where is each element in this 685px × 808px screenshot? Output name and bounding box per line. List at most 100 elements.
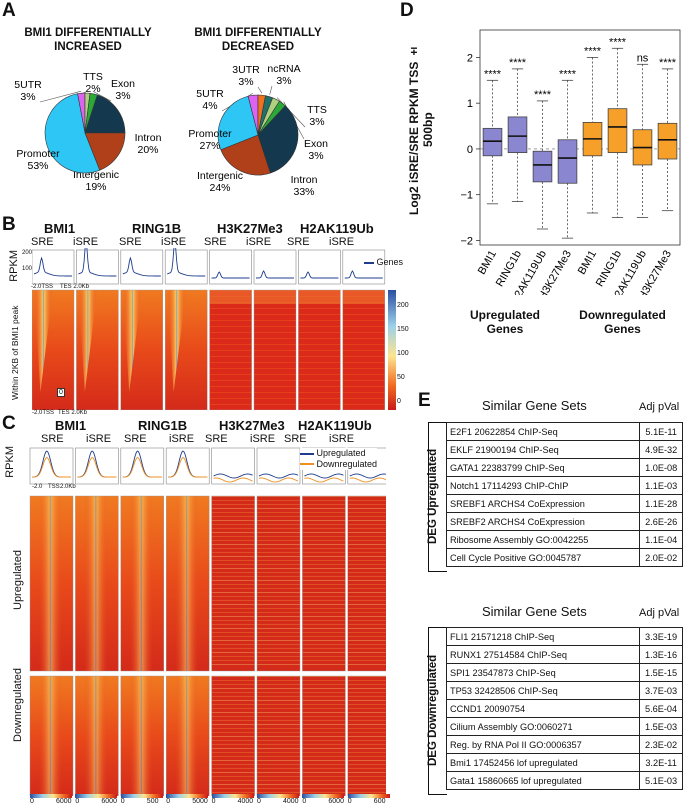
b-cond-sre-3: SRE <box>287 236 310 248</box>
b-heatmap-stripe-7-9 <box>342 344 385 345</box>
pie-decreased-leader-3utr <box>257 86 263 94</box>
up-row: Notch1 17114293 ChIP-ChIP 1.1E-03 <box>445 476 683 495</box>
c-heatmap-core-1-2 <box>129 676 154 796</box>
c-heatmap-stripe-0-4-33 <box>211 628 255 629</box>
b-heatmap-stripe-7-4 <box>342 314 385 315</box>
c-heatmap-stripe-1-4-9 <box>211 712 255 713</box>
b-heatmap-stripe-7-8 <box>342 338 385 339</box>
b-heatmap-stripe-4-14 <box>209 374 252 375</box>
c-heatmap-stripe-0-6-13 <box>302 548 346 549</box>
c-heatmap-stripe-0-6-26 <box>302 600 346 601</box>
b-heatmap-stripe-5-11 <box>254 356 296 357</box>
b-legend: Genes <box>364 257 403 267</box>
c-heatmap-stripe-0-4-36 <box>211 640 255 641</box>
c-heatmap-stripe-0-6-33 <box>302 628 346 629</box>
up-row: GATA1 22383799 ChIP-Seq 1.0E-08 <box>445 458 683 477</box>
c-heatmap-stripe-0-5-17 <box>257 564 300 565</box>
c-heatmap-stripe-1-6-20 <box>302 756 346 757</box>
c-heatmap-stripe-1-7-13 <box>347 728 386 729</box>
d-ytick-label-2: 0 <box>467 144 473 156</box>
c-heatmap-stripe-1-5-27 <box>257 784 300 785</box>
down-pval: 3.7E-03 <box>639 681 683 700</box>
b-heatmap-stripe-6-17 <box>298 392 341 393</box>
c-heatmap-stripe-0-7-6 <box>347 520 386 521</box>
down-name: CCND1 20090754 <box>445 699 641 718</box>
c-heatmap-stripe-0-7-34 <box>347 632 386 633</box>
c-heatmap-stripe-1-6-28 <box>302 788 346 789</box>
b-heatmap-stripe-4-5 <box>209 320 252 321</box>
c-legend: Upregulated Downregulated <box>300 448 378 470</box>
c-row-up-label: Upregulated <box>12 550 24 610</box>
up-row: Ribosome Assembly GO:0042255 1.1E-04 <box>445 530 683 549</box>
c-heatmap-stripe-0-5-42 <box>257 664 300 665</box>
d-group-down: Downregulated Genes <box>579 308 666 336</box>
c-scale-bar-2 <box>120 794 163 798</box>
c-heatmap-stripe-0-4-22 <box>211 584 255 585</box>
b-side-label: Within 2KB of BMI1 peak <box>10 305 20 401</box>
c-heatmap-stripe-0-7-13 <box>347 548 386 549</box>
c-heatmap-stripe-0-6-2 <box>302 504 346 505</box>
c-heatmap-stripe-1-4-1 <box>211 680 255 681</box>
c-heatmap-stripe-1-6-11 <box>302 720 346 721</box>
panel-b-graphics <box>32 248 386 410</box>
pie-increased-label-tts: TTS 2% <box>83 71 103 95</box>
c-heatmap-stripe-0-6-22 <box>302 584 346 585</box>
c-heatmap-stripe-0-7-16 <box>347 560 386 561</box>
b-heatmap-stripe-6-11 <box>298 356 341 357</box>
b-heatmap-frame-3 <box>164 289 208 410</box>
c-profile-line-5-0 <box>258 473 299 479</box>
b-cond-sre-2: SRE <box>204 236 227 248</box>
b-heatmap-stripe-6-15 <box>298 380 341 381</box>
c-heatmap-stripe-0-7-23 <box>347 588 386 589</box>
b-heatmap-stripe-6-18 <box>298 398 341 399</box>
c-heatmap-stripe-0-4-1 <box>211 500 255 501</box>
c-heatmap-stripe-0-5-30 <box>257 616 300 617</box>
b-heatmap-5 <box>254 290 296 410</box>
c-heatmap-stripe-1-5-5 <box>257 696 300 697</box>
c-legend-down: Downregulated <box>300 459 377 470</box>
c-heatmap-stripe-1-5-1 <box>257 680 300 681</box>
c-heatmap-stripe-1-6-8 <box>302 708 346 709</box>
c-scale-bar-3 <box>166 794 209 798</box>
b-profile-box-5 <box>253 249 297 285</box>
c-heatmap-stripe-1-4-13 <box>211 728 255 729</box>
c-scale-max-2: 500 <box>146 798 159 805</box>
c-heatmap-stripe-0-4-12 <box>211 544 255 545</box>
c-heatmap-frame-0-1 <box>75 495 119 672</box>
down-row: RUNX1 27514584 ChIP-Seq 1.3E-16 <box>445 645 683 664</box>
down-row: Reg. by RNA Pol II GO:0006357 2.3E-02 <box>445 735 683 754</box>
c-heatmap-stripe-0-4-25 <box>211 596 255 597</box>
b-heatmap-stripe-4-17 <box>209 392 252 393</box>
c-heatmap-stripe-0-7-4 <box>347 512 386 513</box>
down-name: RUNX1 27514584 ChIP-Seq <box>445 645 641 664</box>
c-heatmap-stripe-0-6-7 <box>302 524 346 525</box>
c-scale-min-7: 0 <box>347 798 352 805</box>
c-heatmap-frame-1-7 <box>347 675 386 796</box>
c-heatmap-stripe-0-6-10 <box>302 536 346 537</box>
c-heatmap-stripe-0-5-28 <box>257 608 300 609</box>
c-heatmap-stripe-0-6-0 <box>302 496 346 497</box>
b-cond-sre-1: SRE <box>119 236 142 248</box>
c-heatmap-stripe-1-5-12 <box>257 724 300 725</box>
down-pval: 5.6E-04 <box>639 699 683 718</box>
up-pval: 1.1E-28 <box>639 494 683 513</box>
c-heatmap-stripe-0-4-34 <box>211 632 255 633</box>
b-heatmap-core-0 <box>34 290 53 392</box>
c-heatmap-core-0-0 <box>38 496 63 671</box>
b-profile-box-0 <box>32 249 75 285</box>
c-heatmap-frame-0-7 <box>347 495 386 672</box>
down-row: SPI1 23547873 ChIP-Seq 1.5E-15 <box>445 663 683 682</box>
c-heatmap-stripe-1-7-16 <box>347 740 386 741</box>
b-profile-line-6 <box>300 271 339 279</box>
down-name: FLI1 21571218 ChIP-Seq <box>445 627 641 646</box>
c-heatmap-stripe-1-4-2 <box>211 684 255 685</box>
c-heatmap-stripe-0-6-6 <box>302 520 346 521</box>
c-heatmap-stripe-0-5-39 <box>257 652 300 653</box>
up-row: SREBF2 ARCHS4 CoExpression 2.6E-26 <box>445 512 683 531</box>
c-heatmap-stripe-1-5-14 <box>257 732 300 733</box>
b-heatmap-4 <box>209 290 252 410</box>
b-heatmap-stripe-7-3 <box>342 308 385 309</box>
down-name: Reg. by RNA Pol II GO:0006357 <box>445 735 641 754</box>
c-heatmap-stripe-0-5-9 <box>257 532 300 533</box>
c-heatmap-stripe-1-7-24 <box>347 772 386 773</box>
